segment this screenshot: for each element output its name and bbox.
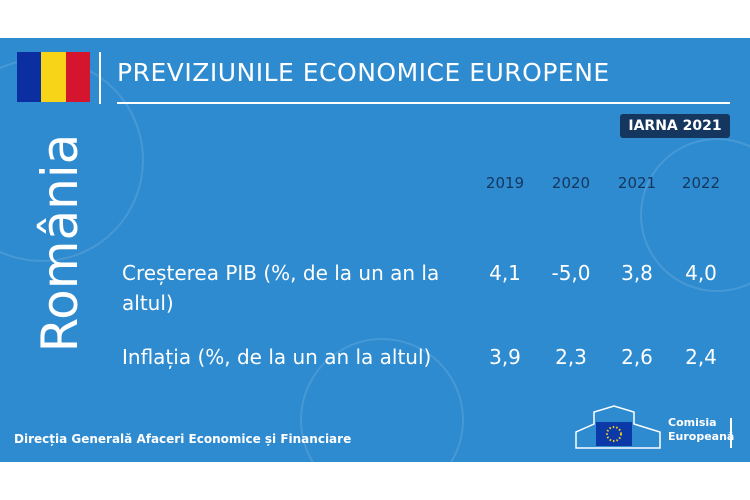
- cell: 4,0: [685, 261, 717, 285]
- cell: 2,4: [685, 345, 717, 369]
- cell: 3,8: [621, 261, 653, 285]
- row-label: Creșterea PIB (%, de la un an la altul): [122, 261, 440, 315]
- footer-text: Direcția Generală Afaceri Economice și F…: [14, 432, 352, 446]
- column-header: 2022: [681, 174, 721, 192]
- season-badge: IARNA 2021: [620, 114, 730, 138]
- flag: [17, 52, 90, 102]
- divider: [730, 418, 732, 448]
- column-header: 2019: [485, 174, 525, 192]
- cell: 3,9: [489, 345, 521, 369]
- divider: [99, 52, 101, 104]
- logo-line-text: Comisia: [668, 416, 717, 429]
- logo-line-text: Europeană: [668, 430, 735, 443]
- logo-building: [575, 405, 661, 449]
- cell: 2,3: [555, 345, 587, 369]
- row-label: Inflația (%, de la un an la altul): [122, 345, 432, 369]
- divider: [117, 102, 730, 104]
- cell: -5,0: [551, 261, 591, 285]
- column-header: 2021: [617, 174, 657, 192]
- country: România: [31, 133, 89, 353]
- cell: 2,6: [621, 345, 653, 369]
- cell: 4,1: [489, 261, 521, 285]
- column-header: 2020: [551, 174, 591, 192]
- panel: PREVIZIUNILE ECONOMICE EUROPENE IARNA 20…: [0, 38, 750, 462]
- title: PREVIZIUNILE ECONOMICE EUROPENE: [117, 58, 610, 87]
- logo-text: Comisia Europeană: [668, 416, 734, 444]
